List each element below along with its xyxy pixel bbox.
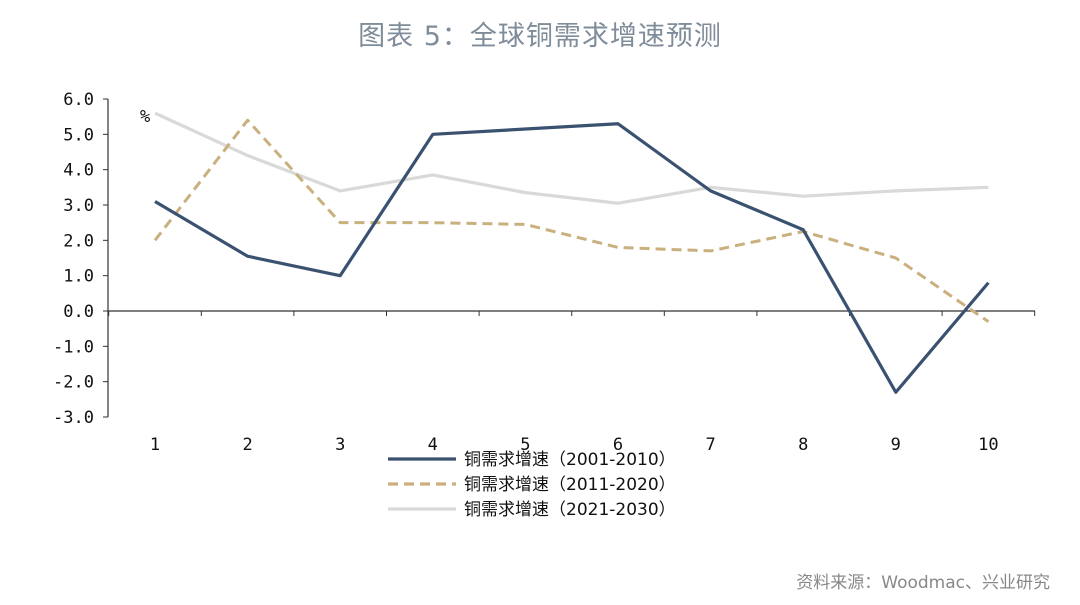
x-tick-label: 5: [520, 435, 530, 455]
x-tick-label: 8: [798, 435, 808, 455]
y-tick-label: 4.0: [63, 161, 94, 181]
x-tick-label: 9: [891, 435, 901, 455]
series-line-2: [153, 118, 990, 323]
x-tick-label: 7: [705, 435, 715, 455]
line-chart: 6.0 5.0 4.0 3.0 2.0 1.0 0.0 -1.0 -2.0 -3.0 1 2 3 4 5 6 7…: [53, 90, 1036, 520]
x-tick-label: 1: [150, 435, 160, 455]
x-tick-label: 2: [242, 435, 252, 455]
chart-title: 图表 5：全球铜需求增速预测: [358, 21, 722, 52]
x-tick-label: 3: [335, 435, 345, 455]
y-tick-label: 3.0: [63, 196, 94, 216]
x-tick-label: 4: [428, 435, 438, 455]
legend-label-2: 铜需求增速（2011-2020）: [464, 475, 676, 495]
legend-label-1: 铜需求增速（2001-2010）: [464, 450, 676, 470]
series-line-3: [154, 111, 989, 205]
y-tick-label: -1.0: [53, 337, 94, 357]
y-tick-label: -2.0: [53, 373, 94, 393]
unit-label: %: [140, 107, 150, 127]
y-tick-label: 5.0: [63, 125, 94, 145]
chart-axes: 6.0 5.0 4.0 3.0 2.0 1.0 0.0 -1.0 -2.0 -3.0 1 2 3 4 5 6 7…: [53, 90, 1036, 455]
y-tick-label: 6.0: [63, 90, 94, 110]
y-tick-label: 0.0: [63, 302, 94, 322]
source-note: 资料来源：Woodmac、兴业研究: [796, 573, 1050, 593]
chart-legend: 铜需求增速（2001-2010） 铜需求增速（2011-2020） 铜需求增速（20…: [388, 450, 676, 520]
x-tick-label: 6: [613, 435, 623, 455]
x-tick-label: 10: [978, 435, 998, 455]
legend-label-3: 铜需求增速（2021-2030）: [464, 500, 676, 520]
chart-series: [153, 111, 990, 394]
y-tick-label: 2.0: [63, 231, 94, 251]
y-tick-label: 1.0: [63, 267, 94, 287]
series-line-1: [154, 122, 990, 394]
y-tick-label: -3.0: [53, 408, 94, 428]
